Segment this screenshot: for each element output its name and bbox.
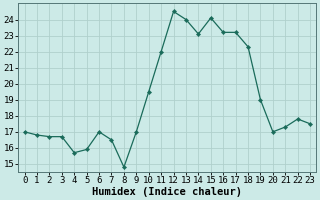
X-axis label: Humidex (Indice chaleur): Humidex (Indice chaleur) bbox=[92, 186, 242, 197]
